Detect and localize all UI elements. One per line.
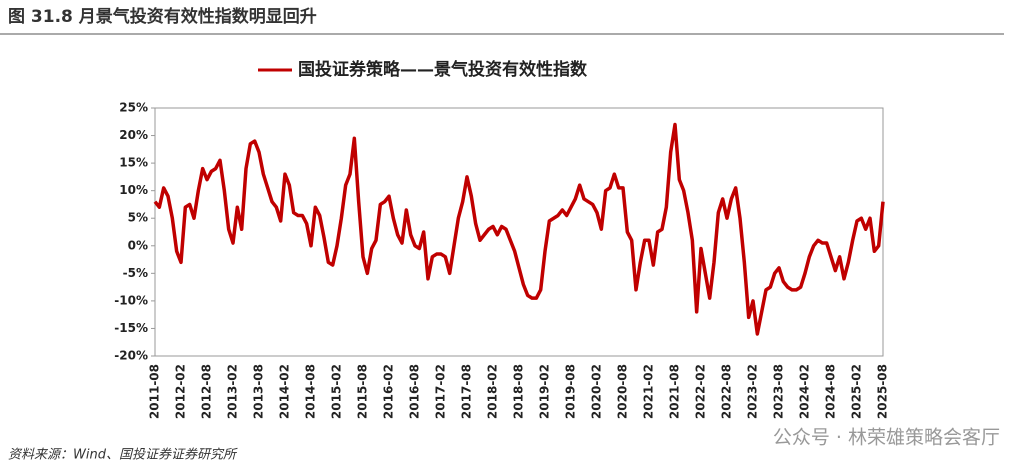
x-tick-label: 2012-02 bbox=[174, 364, 188, 419]
y-tick-label: -5% bbox=[123, 266, 148, 280]
x-tick-label: 2023-02 bbox=[746, 364, 760, 419]
x-tick-label: 2021-02 bbox=[642, 364, 656, 419]
x-tick-label: 2017-08 bbox=[460, 364, 474, 419]
x-tick-label: 2020-08 bbox=[616, 364, 630, 419]
y-tick-label: 5% bbox=[128, 211, 148, 225]
y-tick-label: -20% bbox=[114, 349, 148, 363]
x-tick-label: 2016-08 bbox=[408, 364, 422, 419]
x-tick-label: 2019-08 bbox=[564, 364, 578, 419]
x-tick-label: 2019-02 bbox=[538, 364, 552, 419]
y-tick-label: -10% bbox=[114, 293, 148, 307]
x-tick-label: 2015-08 bbox=[356, 364, 370, 419]
watermark: 公众号 · 林荣雄策略会客厅 bbox=[773, 427, 1000, 449]
y-tick-label: 25% bbox=[119, 101, 148, 115]
x-tick-label: 2015-02 bbox=[330, 364, 344, 419]
y-tick-label: 10% bbox=[119, 183, 148, 197]
y-tick-label: 20% bbox=[119, 128, 148, 142]
x-tick-label: 2018-08 bbox=[512, 364, 526, 419]
x-tick-label: 2012-08 bbox=[200, 364, 214, 419]
x-tick-label: 2011-08 bbox=[148, 364, 162, 419]
x-tick-label: 2013-08 bbox=[252, 364, 266, 419]
x-tick-label: 2023-08 bbox=[772, 364, 786, 419]
x-tick-label: 2013-02 bbox=[226, 364, 240, 419]
x-tick-label: 2022-08 bbox=[720, 364, 734, 419]
data-line bbox=[153, 122, 885, 336]
source-note: 资料来源：Wind、国投证券证券研究所 bbox=[8, 447, 238, 463]
x-tick-label: 2014-02 bbox=[278, 364, 292, 419]
plot-frame bbox=[154, 107, 884, 357]
x-tick-label: 2025-02 bbox=[850, 364, 864, 419]
y-tick-label: 15% bbox=[119, 156, 148, 170]
x-tick-label: 2022-02 bbox=[694, 364, 708, 419]
x-tick-label: 2020-02 bbox=[590, 364, 604, 419]
x-tick-label: 2024-02 bbox=[798, 364, 812, 419]
x-tick-label: 2016-02 bbox=[382, 364, 396, 419]
figure-title: 图 31.8 月景气投资有效性指数明显回升 bbox=[8, 6, 317, 27]
x-tick-label: 2018-02 bbox=[486, 364, 500, 419]
x-tick-label: 2024-08 bbox=[824, 364, 838, 419]
legend-label: 国投证券策略——景气投资有效性指数 bbox=[298, 59, 588, 80]
y-tick-label: -15% bbox=[114, 321, 148, 335]
x-tick-label: 2025-08 bbox=[876, 364, 890, 419]
y-tick-label: 0% bbox=[128, 238, 148, 252]
x-tick-label: 2014-08 bbox=[304, 364, 318, 419]
x-tick-label: 2017-02 bbox=[434, 364, 448, 419]
x-tick-label: 2021-08 bbox=[668, 364, 682, 419]
